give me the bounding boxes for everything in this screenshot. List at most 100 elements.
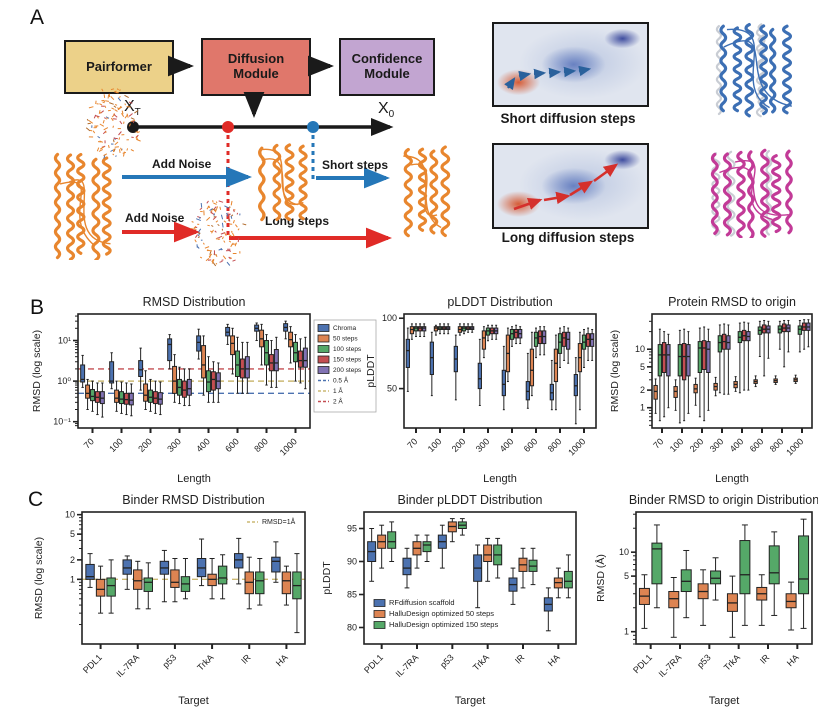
pairformer-label: Pairformer [86,58,152,74]
density-plot-long [492,143,649,229]
svg-text:Binder RMSD to origin Distribu: Binder RMSD to origin Distribution [629,493,818,507]
boxplot-svg: Binder RMSD Distribution RMSD (log scale)… [33,493,306,707]
svg-text:100: 100 [426,436,444,454]
noise-cloud-bottom-icon [190,200,247,267]
svg-text:800: 800 [768,436,786,454]
boxplot-svg: RMSD Distribution RMSD (log scale) Length 1… [31,295,377,485]
long-steps-path-icon [513,163,619,211]
svg-text:HA: HA [274,652,290,668]
svg-text:5: 5 [640,362,645,372]
svg-text:RFdiffusion scaffold: RFdiffusion scaffold [389,598,455,607]
svg-text:HalluDesign optimized 50 steps: HalluDesign optimized 50 steps [389,609,494,618]
svg-text:10⁰: 10⁰ [57,376,71,386]
diffusion-label-line2: Module [233,66,279,81]
svg-text:1: 1 [640,403,645,413]
svg-text:70: 70 [82,436,96,450]
svg-text:300: 300 [474,436,492,454]
panel-c-label: C [28,488,44,511]
panel-b-label: B [30,296,45,319]
chart-protein-rmsd-to-origin: Protein RMSD to origin RMSD (log scale) Le… [606,292,818,488]
svg-text:IL-7RA: IL-7RA [657,652,684,679]
svg-text:Target: Target [178,695,209,707]
svg-text:10: 10 [635,344,645,354]
noise-cloud-top-icon [85,88,141,159]
svg-text:pLDDT Distribution: pLDDT Distribution [447,295,552,309]
svg-text:Length: Length [483,473,517,485]
density-plot-short [492,22,649,107]
svg-text:100: 100 [107,436,125,454]
svg-text:50 steps: 50 steps [333,336,358,343]
short-steps-path-icon [504,65,592,91]
svg-text:50: 50 [387,384,397,394]
x0-label: X0 [378,100,395,121]
protein-cartoon-magenta-icon [710,148,793,238]
svg-text:800: 800 [546,436,564,454]
svg-text:pLDDT: pLDDT [365,354,377,388]
svg-text:Target: Target [455,695,486,707]
timeline-dot-blue [307,121,319,133]
panel-a-label: A [30,6,45,29]
svg-text:600: 600 [522,436,540,454]
svg-text:2: 2 [70,555,75,565]
svg-text:5: 5 [624,571,629,581]
svg-text:100: 100 [382,313,397,323]
svg-text:IL-7RA: IL-7RA [394,652,421,679]
chart-plddt-distribution: pLDDT Distribution pLDDT Length 50 100 70 100 2… [362,292,604,488]
confidence-label-line2: Module [364,66,410,81]
svg-text:300: 300 [165,436,183,454]
add-noise-bottom-label: Add Noise [125,211,185,225]
confidence-label-line1: Confidence [351,51,423,67]
svg-text:600: 600 [748,436,766,454]
svg-text:RMSD (log scale): RMSD (log scale) [609,330,621,412]
svg-text:RMSD=1Å: RMSD=1Å [262,517,296,526]
svg-text:2 Å: 2 Å [333,397,343,406]
chart-binder-rmsd-to-origin: Binder RMSD to origin Distribution RMSD (… [592,486,819,710]
svg-text:5: 5 [70,529,75,539]
svg-text:200 steps: 200 steps [333,367,362,374]
svg-text:95: 95 [347,524,357,534]
svg-text:Target: Target [709,695,740,707]
svg-text:Binder pLDDT Distribution: Binder pLDDT Distribution [398,493,543,507]
svg-text:600: 600 [223,436,241,454]
svg-text:PDL1: PDL1 [362,652,385,675]
protein-cartoon-blue-icon [715,23,792,118]
confidence-module-box: Confidence Module [339,38,435,96]
svg-text:TrkA: TrkA [722,652,742,672]
svg-text:RMSD Distribution: RMSD Distribution [143,295,246,309]
add-noise-top-label: Add Noise [152,157,212,171]
svg-text:p53: p53 [161,652,179,670]
chart-binder-rmsd-distribution: Binder RMSD Distribution RMSD (log scale)… [30,486,315,710]
svg-text:TrkA: TrkA [471,652,491,672]
svg-text:Chroma: Chroma [333,325,357,332]
boxplot-svg: pLDDT Distribution pLDDT Length 50 100 70 100 2… [365,295,597,485]
svg-text:400: 400 [194,436,212,454]
long-diffusion-caption: Long diffusion steps [501,230,635,245]
svg-text:PDL1: PDL1 [81,652,104,675]
svg-text:10: 10 [619,547,629,557]
svg-text:70: 70 [651,436,665,450]
diffusion-label-line1: Diffusion [227,51,285,67]
boxplot-svg: Binder pLDDT Distribution pLDDT Target 80 85… [321,493,577,707]
svg-text:70: 70 [405,436,419,450]
svg-text:HalluDesign optimized 150 step: HalluDesign optimized 150 steps [389,620,498,629]
svg-text:HA: HA [546,652,562,668]
svg-text:0.5 Å: 0.5 Å [333,376,349,385]
svg-text:IR: IR [758,652,772,666]
svg-text:100: 100 [668,436,686,454]
long-steps-label: Long steps [265,214,330,228]
boxplot-svg: Protein RMSD to origin RMSD (log scale) Le… [609,295,813,485]
svg-text:p53: p53 [695,652,713,670]
svg-text:IR: IR [239,652,253,666]
protein-folded-left-icon [53,152,112,260]
svg-text:IR: IR [513,652,527,666]
svg-text:1000: 1000 [278,436,299,457]
svg-text:90: 90 [347,557,357,567]
svg-text:10: 10 [65,510,75,520]
svg-text:1000: 1000 [566,436,587,457]
svg-text:p53: p53 [438,652,456,670]
short-diffusion-caption: Short diffusion steps [500,111,636,126]
svg-text:Length: Length [177,473,211,485]
svg-text:TrkA: TrkA [195,652,215,672]
svg-text:Protein RMSD to origin: Protein RMSD to origin [668,295,796,309]
